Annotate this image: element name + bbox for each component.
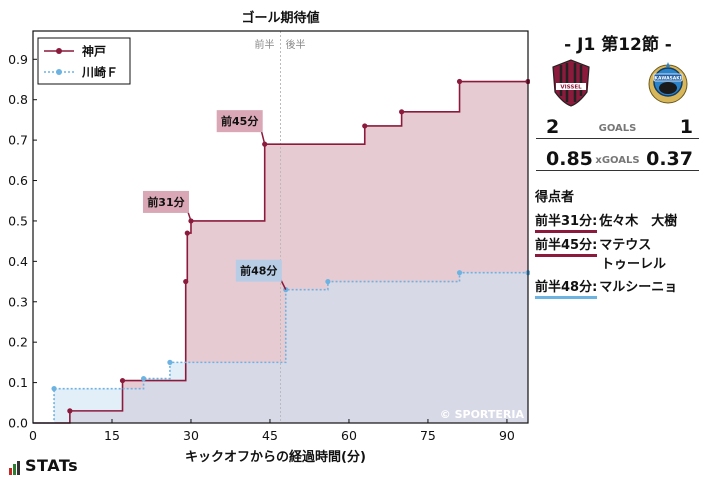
legend-marker: [56, 48, 62, 54]
data-point: [325, 278, 331, 285]
vissel-crest-text: VISSEL: [560, 85, 582, 91]
scorer-time: 前半31分:: [535, 210, 598, 233]
annotation-box: [142, 190, 189, 213]
scorer-time: 前半45分:: [535, 234, 598, 257]
y-tick-label: 0.8: [8, 92, 28, 107]
home-xg: 0.85: [546, 148, 593, 170]
legend-label: 神戸: [82, 44, 106, 59]
scorer-name-line2: トゥーレル: [601, 257, 667, 272]
data-point: [362, 123, 368, 129]
legend-marker: [56, 69, 62, 75]
x-tick-label: 30: [183, 428, 199, 443]
y-tick-label: 0.7: [8, 133, 28, 148]
goals-label: GOALS: [598, 123, 637, 134]
stats-logo: STATs: [9, 456, 78, 475]
vissel-crest-icon: VISSEL: [552, 59, 590, 107]
y-tick-label: 0.3: [8, 294, 28, 309]
home-goals: 2: [546, 116, 560, 138]
y-tick-label: 0.2: [8, 335, 28, 350]
data-point: [183, 278, 189, 285]
annotation-label: 前48分: [240, 264, 277, 278]
legend-label: 川崎Ｆ: [81, 65, 118, 80]
x-axis-label: キックオフからの経過時間(分): [185, 449, 366, 465]
data-point: [399, 109, 405, 115]
halftime-label-first: 前半: [255, 38, 275, 51]
data-point: [51, 386, 57, 392]
x-tick-label: 45: [262, 428, 278, 443]
annotation-box: [235, 259, 282, 282]
data-point: [456, 78, 463, 85]
watermark: © SPORTERIA: [440, 408, 525, 421]
chart-title: ゴール期待値: [241, 10, 319, 26]
series-area: [33, 272, 528, 423]
scorer-name: マテウス: [599, 238, 652, 253]
scorer-item: 前半45分: マテウス トゥーレル: [535, 234, 666, 272]
y-tick-label: 0.6: [8, 173, 28, 188]
x-tick-label: 60: [341, 428, 357, 443]
scorers-title: 得点者: [535, 190, 575, 205]
away-xg: 0.37: [646, 148, 693, 170]
annotation-label: 前45分: [221, 114, 258, 128]
data-point: [184, 230, 190, 236]
legend-box: [37, 37, 131, 85]
y-tick-label: 0.5: [8, 213, 28, 228]
x-tick-label: 90: [499, 428, 515, 443]
halftime-label-second: 後半: [286, 38, 306, 51]
frontale-crest-icon: KAWASAKI: [648, 62, 688, 104]
scorer-item: 前半48分: マルシーニョ: [535, 276, 677, 299]
plot-frame: [32, 30, 529, 424]
x-tick-label: 75: [420, 428, 436, 443]
scorer-time: 前半48分:: [535, 276, 598, 299]
annotation-box: [216, 110, 263, 133]
stats-bars-icon: [9, 456, 21, 475]
scorer-name: 佐々木 大樹: [599, 214, 678, 229]
y-tick-label: 0.9: [8, 52, 28, 67]
data-point: [67, 408, 73, 414]
matchday-title: - J1 第12節 -: [564, 35, 672, 55]
brand-name: STATs: [25, 456, 79, 475]
data-point: [456, 270, 463, 276]
scorer-name: マルシーニョ: [599, 280, 678, 295]
x-tick-label: 15: [104, 428, 120, 443]
xg-label: xGOALS: [595, 155, 640, 166]
goals-row: 2 GOALS 1: [536, 116, 699, 139]
data-point: [140, 375, 147, 382]
xg-row: 0.85 xGOALS 0.37: [536, 148, 699, 171]
y-tick-label: 0.4: [8, 254, 28, 269]
data-point: [119, 377, 126, 384]
data-point: [167, 359, 173, 365]
scorer-item: 前半31分: 佐々木 大樹: [535, 210, 677, 233]
frontale-crest-text: KAWASAKI: [655, 76, 682, 82]
y-tick-label: 0.1: [8, 375, 28, 390]
x-tick-label: 0: [29, 428, 37, 443]
y-tick-label: 0.0: [8, 416, 28, 431]
annotation-label: 前31分: [147, 195, 184, 209]
away-goals: 1: [679, 116, 693, 138]
